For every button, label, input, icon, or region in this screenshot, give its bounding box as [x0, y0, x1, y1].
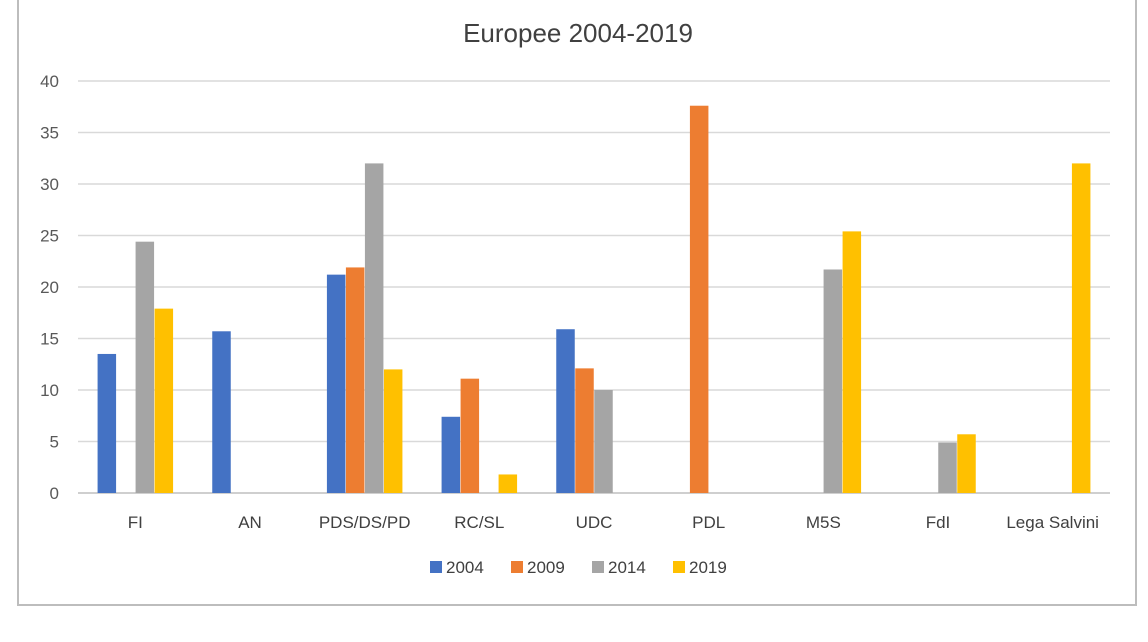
legend-swatch: [430, 561, 442, 573]
x-category-label: PDS/DS/PD: [319, 513, 411, 532]
chart-frame: [17, 0, 1137, 606]
y-tick-label: 35: [40, 124, 59, 143]
bar: [938, 442, 957, 493]
legend: 2004 2009 2014 2019: [430, 558, 727, 577]
bar: [556, 329, 575, 493]
bar: [326, 274, 346, 493]
legend-swatch: [511, 561, 523, 573]
y-tick-label: 40: [40, 72, 59, 91]
bar: [575, 368, 594, 493]
bar: [154, 308, 174, 493]
bar: [364, 163, 384, 493]
x-category-label: Lega Salvini: [1006, 513, 1099, 532]
legend-label: 2004: [446, 558, 484, 577]
bar: [212, 331, 231, 493]
x-category-label: PDL: [692, 513, 725, 532]
y-tick-label: 20: [40, 278, 59, 297]
x-category-label: FdI: [926, 513, 951, 532]
legend-label: 2014: [608, 558, 646, 577]
x-category-label: FI: [128, 513, 143, 532]
x-category-label: UDC: [576, 513, 613, 532]
bar: [383, 369, 403, 493]
legend-label: 2009: [527, 558, 565, 577]
legend-swatch: [673, 561, 685, 573]
bars: [97, 105, 1091, 493]
bar: [135, 241, 155, 493]
chart-title: Europee 2004-2019: [463, 18, 693, 48]
x-category-label: M5S: [806, 513, 841, 532]
y-tick-label: 25: [40, 227, 59, 246]
gridlines: [78, 80, 1110, 494]
y-tick-label: 30: [40, 175, 59, 194]
bar: [441, 416, 461, 493]
y-axis-tick-labels: 0 5 10 15 20 25 30 35 40: [40, 72, 59, 503]
x-category-label: RC/SL: [454, 513, 504, 532]
bar: [823, 269, 843, 493]
bar: [957, 434, 976, 493]
y-tick-label: 10: [40, 381, 59, 400]
bar: [1071, 163, 1091, 493]
x-axis-category-labels: FI AN PDS/DS/PD RC/SL UDC PDL M5S FdI Lega Salvi…: [128, 513, 1099, 532]
x-category-label: AN: [238, 513, 262, 532]
y-tick-label: 15: [40, 330, 59, 349]
bar: [498, 474, 518, 493]
bar: [689, 105, 709, 493]
y-tick-label: 5: [50, 433, 59, 452]
legend-label: 2019: [689, 558, 727, 577]
bar: [97, 353, 117, 493]
bar: [460, 378, 480, 493]
bar: [842, 231, 862, 493]
legend-swatch: [592, 561, 604, 573]
bar: [345, 267, 365, 493]
bar: [594, 390, 613, 493]
y-tick-label: 0: [50, 484, 59, 503]
